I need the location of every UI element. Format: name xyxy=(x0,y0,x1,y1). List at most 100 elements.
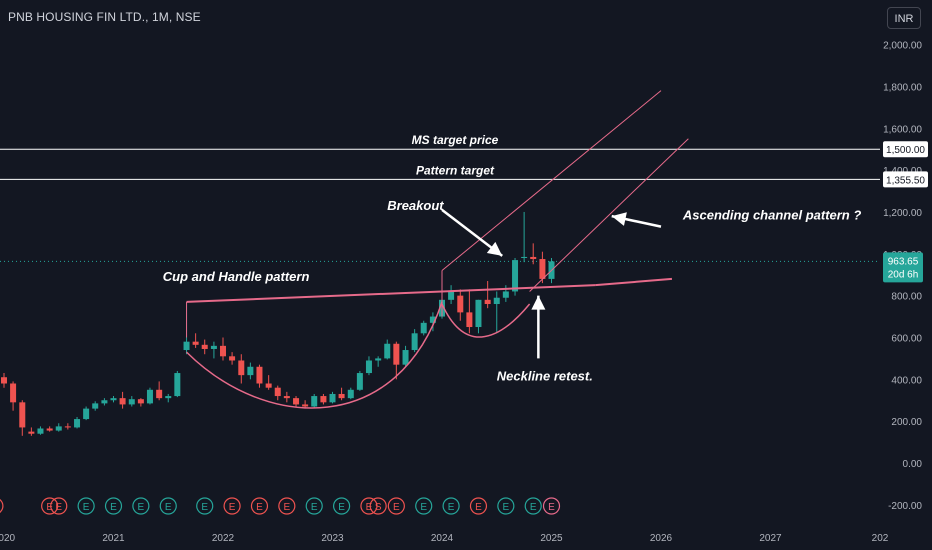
handle-curve xyxy=(441,303,531,338)
event-marker xyxy=(442,497,460,515)
y-tick-label: 0.00 xyxy=(903,459,923,470)
candle-body xyxy=(146,389,153,404)
event-marker xyxy=(387,497,405,515)
candle-body xyxy=(210,345,217,349)
candle-body xyxy=(302,404,309,407)
event-marker xyxy=(104,497,123,515)
breakout-arrow-head xyxy=(486,241,503,256)
event-marker-label: E xyxy=(448,502,455,513)
candle-body xyxy=(19,402,26,428)
event-marker xyxy=(415,497,433,515)
candle-body xyxy=(484,299,491,305)
candle-body xyxy=(521,256,528,258)
event-marker-label: E xyxy=(338,502,345,513)
candle-body xyxy=(530,256,537,260)
price-tag-box xyxy=(883,171,928,188)
candle-body xyxy=(375,358,382,361)
candle-body xyxy=(220,345,226,357)
candle-body xyxy=(92,403,99,409)
event-marker-label: E xyxy=(503,502,510,513)
neckline xyxy=(186,284,596,303)
channel-lower xyxy=(529,138,689,292)
target-line-label: Pattern target xyxy=(416,163,495,177)
cup-handle-label: Cup and Handle pattern xyxy=(163,269,310,284)
candle-body xyxy=(283,396,290,399)
event-marker xyxy=(524,497,542,515)
candle-body xyxy=(201,344,208,349)
price-tag-label: 1,500.00 xyxy=(886,145,925,156)
x-tick-label: 2021 xyxy=(102,533,125,544)
candle-body xyxy=(539,259,546,279)
event-marker-label: E xyxy=(46,502,53,513)
chart-title: PNB HOUSING FIN LTD., 1M, NSE xyxy=(8,10,201,24)
y-tick-label: 1,800.00 xyxy=(883,82,922,93)
candle-body xyxy=(429,316,436,323)
y-tick-label: 1,600.00 xyxy=(883,124,922,135)
event-marker xyxy=(369,497,387,515)
x-tick-label: 2026 xyxy=(650,533,673,544)
event-marker-label: E xyxy=(530,502,537,513)
last-price-value: 963.65 xyxy=(888,256,919,267)
candle-body xyxy=(110,398,117,401)
event-marker xyxy=(360,497,378,515)
channel-label: Ascending channel pattern ? xyxy=(682,207,861,222)
candle-body xyxy=(247,366,254,376)
event-marker xyxy=(159,497,177,515)
event-marker xyxy=(223,497,241,515)
event-marker xyxy=(41,497,59,515)
channel-upper xyxy=(441,90,662,271)
event-marker xyxy=(77,497,95,515)
candle-body xyxy=(174,373,181,397)
y-tick-label: -200.00 xyxy=(888,501,922,512)
event-marker xyxy=(132,497,150,515)
event-marker-label: E xyxy=(393,502,400,513)
cup-curve xyxy=(186,301,443,409)
neckline-label: Neckline retest. xyxy=(497,368,593,383)
candle-body xyxy=(311,396,318,407)
event-marker-label: E xyxy=(110,502,117,513)
y-tick-label: 600.00 xyxy=(891,333,922,344)
candle-body xyxy=(512,260,519,292)
candle-body xyxy=(384,343,391,359)
candle-body xyxy=(338,393,345,399)
candle-body xyxy=(320,396,327,403)
event-marker xyxy=(50,497,68,515)
target-line-label: MS target price xyxy=(412,133,499,147)
x-tick-label: 2027 xyxy=(759,533,782,544)
event-marker xyxy=(469,497,488,515)
candle-body xyxy=(46,428,53,431)
breakout-label: Breakout xyxy=(387,198,444,213)
neckline-arrow-head xyxy=(531,295,546,310)
candle-body xyxy=(74,419,81,428)
last-price-tag xyxy=(883,252,923,283)
currency-selector[interactable]: INR xyxy=(887,7,921,29)
candle-body xyxy=(101,400,108,404)
candle-body xyxy=(119,398,126,405)
x-tick-label: 202 xyxy=(872,533,889,544)
candle-body xyxy=(10,383,17,403)
x-tick-label: 2025 xyxy=(540,533,563,544)
candle-body xyxy=(356,373,363,390)
candle-body xyxy=(238,360,245,376)
candle-body xyxy=(402,350,409,365)
event-marker-label: E xyxy=(284,502,291,513)
event-marker-label: E xyxy=(366,502,373,513)
event-marker xyxy=(250,497,269,515)
x-tick-label: 2023 xyxy=(321,533,344,544)
candle-body xyxy=(64,426,71,428)
candle-body xyxy=(183,341,190,351)
candle-body xyxy=(137,399,144,404)
candle-body xyxy=(165,396,172,399)
candle-body xyxy=(466,312,473,328)
event-marker-label: E xyxy=(83,502,90,513)
candle-body xyxy=(502,291,509,298)
x-tick-label: 2024 xyxy=(431,533,454,544)
candle-body xyxy=(1,377,7,384)
event-marker-label: E xyxy=(229,502,236,513)
candle-body xyxy=(457,295,464,313)
event-marker-label: E xyxy=(138,502,145,513)
price-tag-box xyxy=(883,141,928,158)
candle-body xyxy=(347,389,354,399)
